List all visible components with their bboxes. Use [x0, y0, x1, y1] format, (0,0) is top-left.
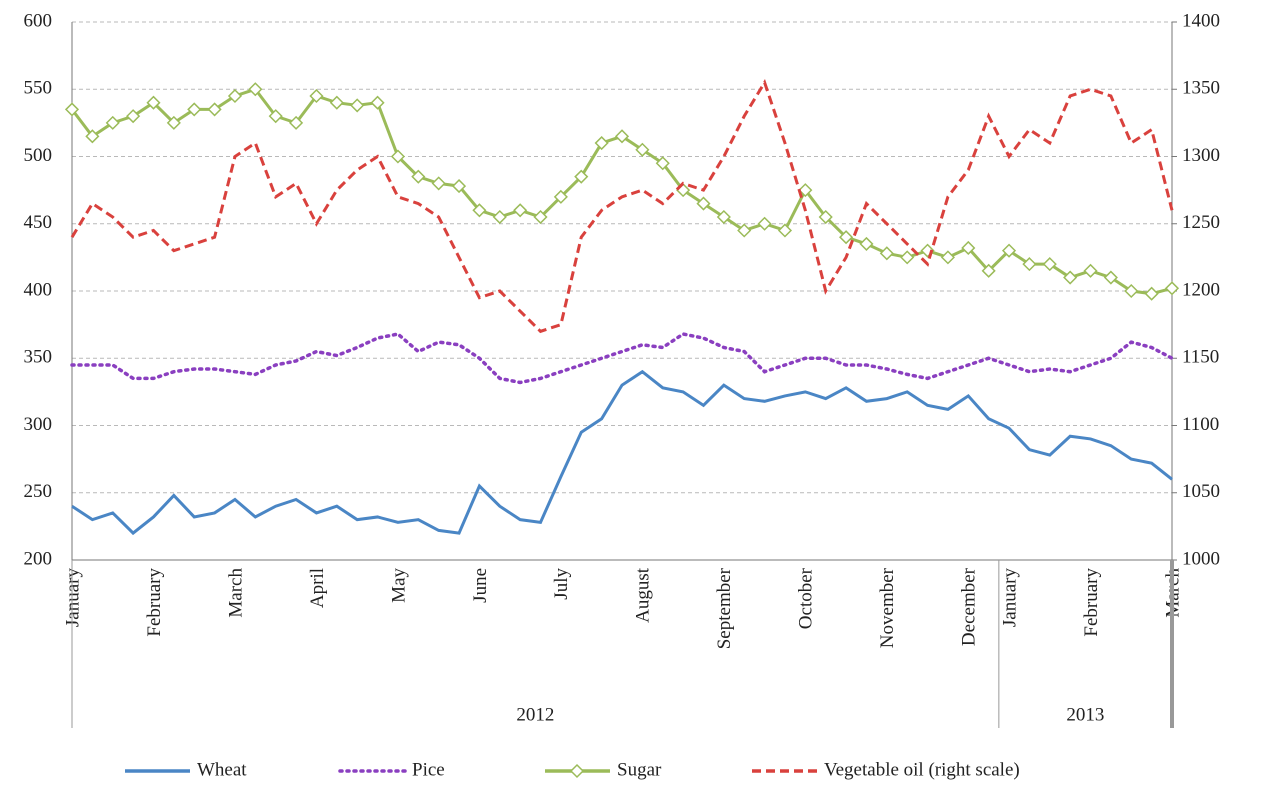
marker	[839, 230, 854, 245]
y-tick-label: 400	[24, 279, 53, 300]
marker	[146, 95, 161, 110]
marker	[390, 149, 405, 164]
marker	[207, 102, 222, 117]
marker	[431, 176, 446, 191]
marker	[798, 183, 813, 198]
marker	[513, 203, 528, 218]
marker	[329, 95, 344, 110]
x-tick-label: November	[877, 567, 898, 648]
marker	[1083, 263, 1098, 278]
marker	[716, 209, 731, 225]
marker	[879, 246, 894, 261]
marker	[411, 169, 426, 184]
marker	[451, 179, 467, 194]
x-tick-label: June	[470, 568, 491, 603]
x-tick-label: August	[633, 567, 654, 623]
marker	[350, 98, 365, 113]
marker	[472, 203, 487, 218]
marker	[248, 82, 263, 97]
y2-tick-label: 1000	[1182, 548, 1220, 569]
series-line	[70, 78, 1174, 334]
marker	[737, 223, 752, 238]
y-tick-label: 550	[24, 78, 53, 99]
x-tick-label: April	[307, 568, 328, 608]
group-label: 2012	[516, 704, 554, 725]
x-tick-label: January	[999, 568, 1020, 628]
marker	[859, 236, 874, 251]
x-tick-label: July	[551, 568, 572, 600]
series-line	[70, 332, 1174, 385]
marker	[1124, 283, 1139, 299]
marker	[1164, 281, 1180, 296]
marker	[105, 115, 120, 130]
marker	[126, 109, 141, 124]
marker	[594, 135, 609, 151]
marker	[777, 223, 793, 238]
marker	[696, 196, 711, 211]
y2-tick-label: 1400	[1182, 10, 1220, 31]
series-line	[70, 87, 1173, 296]
marker	[166, 115, 181, 130]
y2-tick-label: 1100	[1182, 414, 1219, 435]
x-tick-label: February	[144, 568, 165, 637]
marker	[85, 129, 100, 144]
marker	[614, 129, 630, 144]
marker	[940, 250, 955, 265]
marker	[1103, 270, 1118, 285]
marker	[309, 88, 324, 104]
marker	[757, 216, 772, 231]
y-tick-label: 500	[24, 145, 53, 166]
marker	[818, 209, 833, 225]
y2-tick-label: 1250	[1182, 212, 1220, 233]
y2-tick-label: 1150	[1182, 347, 1219, 368]
legend-label: Sugar	[617, 759, 662, 780]
marker	[492, 209, 507, 225]
marker	[553, 189, 568, 204]
marker	[961, 240, 976, 256]
group-label: 2013	[1066, 704, 1104, 725]
y-tick-label: 600	[24, 10, 53, 31]
marker	[920, 243, 935, 258]
y2-tick-label: 1350	[1182, 78, 1220, 99]
series-line	[71, 369, 1173, 536]
x-tick-label: March	[225, 568, 246, 618]
marker	[900, 250, 915, 265]
marker	[289, 115, 304, 130]
marker	[1144, 286, 1159, 301]
marker	[64, 102, 80, 117]
marker	[1022, 257, 1037, 272]
y-tick-label: 450	[24, 212, 53, 233]
marker	[268, 109, 283, 124]
y2-tick-label: 1300	[1182, 145, 1220, 166]
legend-label: Pice	[412, 759, 445, 780]
y-tick-label: 350	[24, 347, 53, 368]
marker	[227, 88, 243, 104]
legend-label: Wheat	[197, 759, 247, 780]
marker	[1042, 257, 1057, 272]
marker	[574, 169, 589, 184]
y2-tick-label: 1050	[1182, 481, 1220, 502]
marker	[533, 209, 548, 225]
marker	[981, 263, 996, 278]
x-tick-label: May	[388, 568, 409, 603]
x-tick-label: October	[796, 567, 817, 629]
x-tick-label: February	[1081, 568, 1102, 637]
marker	[1001, 243, 1017, 258]
legend-label: Vegetable oil (right scale)	[824, 759, 1020, 780]
marker	[370, 95, 385, 110]
x-tick-label: September	[714, 567, 735, 649]
marker	[655, 156, 670, 171]
marker	[635, 142, 650, 157]
x-tick-label: January	[62, 568, 83, 628]
marker	[187, 102, 202, 117]
y-tick-label: 300	[24, 414, 53, 435]
legend-marker	[569, 763, 585, 779]
y-tick-label: 250	[24, 481, 53, 502]
y-tick-label: 200	[24, 548, 53, 569]
x-tick-label: December	[959, 567, 980, 646]
marker	[1063, 270, 1078, 285]
y2-tick-label: 1200	[1182, 279, 1220, 300]
